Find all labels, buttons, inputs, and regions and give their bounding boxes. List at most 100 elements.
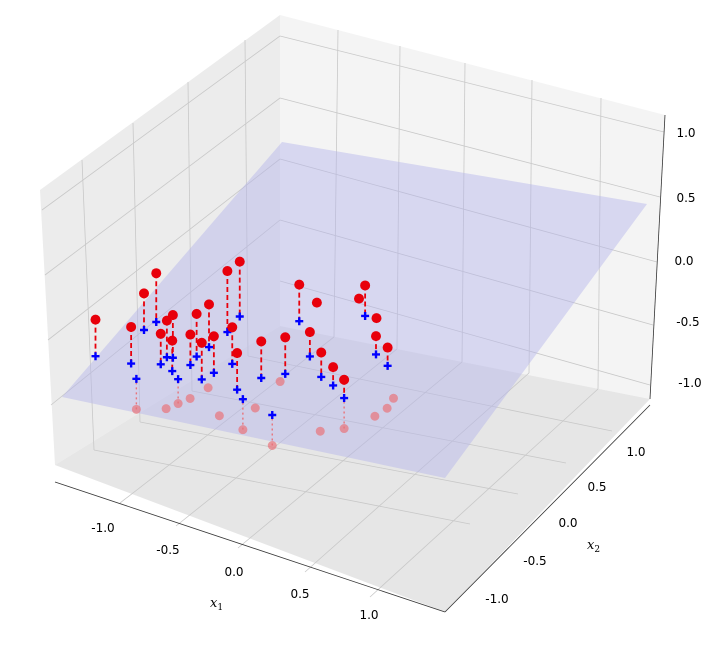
pane-back-left: [40, 15, 280, 465]
grid-line: [244, 39, 249, 357]
x-tick-label: 0.5: [290, 587, 309, 601]
grid-line: [279, 35, 665, 133]
z-tick-label: 0.5: [676, 191, 695, 205]
projected-point: [281, 369, 290, 378]
grid-line: [369, 388, 599, 598]
grid-line: [47, 158, 281, 341]
projected-point: [152, 318, 161, 326]
x-tick-label: 1.0: [359, 608, 378, 622]
z-tick-label: -1.0: [678, 376, 701, 390]
grid-line: [247, 355, 613, 432]
grid-line: [93, 449, 471, 525]
above-plane-point: [354, 293, 364, 304]
projected-point: [238, 395, 247, 404]
projected-point: [205, 343, 213, 352]
above-plane-point: [151, 268, 162, 279]
above-plane-point: [139, 288, 149, 299]
below-plane-point: [161, 404, 171, 414]
x-tick-label: -1.0: [91, 521, 114, 535]
above-plane-point: [316, 347, 327, 358]
above-plane-point: [167, 335, 178, 346]
above-plane-point: [196, 337, 207, 348]
below-plane-point: [131, 404, 141, 414]
above-plane-point: [382, 342, 393, 353]
below-plane-point: [238, 425, 248, 435]
grid-line: [597, 97, 602, 390]
projected-point: [228, 359, 237, 368]
projected-point: [91, 352, 100, 361]
projected-point: [174, 375, 183, 384]
pane-back-right: [280, 15, 665, 399]
below-plane-point: [267, 441, 277, 450]
grid-lines: [41, 29, 665, 598]
grid-line: [132, 122, 141, 423]
above-plane-point: [294, 279, 305, 290]
projected-point: [317, 372, 326, 381]
y-tick-label: 0.0: [558, 516, 577, 530]
projected-point: [295, 317, 304, 326]
projected-point: [235, 312, 244, 321]
z-tick-label: 1.0: [676, 126, 695, 140]
grid-line: [279, 219, 654, 326]
grid-line: [528, 79, 533, 374]
below-plane-point: [339, 424, 349, 434]
grid-line: [333, 29, 339, 338]
grid-line: [279, 280, 651, 386]
grid-line: [461, 62, 466, 363]
z-axis-line: [649, 114, 666, 400]
projected-point: [168, 367, 177, 376]
above-plane-point: [185, 329, 196, 340]
above-plane-point: [126, 321, 137, 332]
x-axis-label: x1: [210, 596, 223, 613]
projected-point: [223, 328, 232, 337]
grid-line: [119, 336, 335, 504]
above-plane-point: [328, 362, 339, 373]
above-plane-point: [256, 336, 267, 347]
below-plane-point: [275, 377, 285, 387]
projected-point: [140, 326, 148, 334]
data-marks: [90, 256, 398, 450]
projected-point: [268, 411, 277, 419]
projected-point: [372, 350, 380, 359]
grid-line: [304, 372, 530, 573]
above-plane-point: [204, 299, 214, 310]
below-plane-point: [214, 411, 224, 421]
fitted-plane: [62, 142, 647, 478]
above-plane-point: [371, 331, 381, 342]
above-plane-point: [232, 348, 243, 359]
grid-line: [50, 219, 281, 406]
grid-line: [175, 348, 398, 527]
projected-point: [127, 359, 136, 368]
axis-lines: [54, 114, 666, 613]
y-axis-label: x2: [587, 538, 600, 555]
grid-line: [279, 158, 658, 263]
grid-line: [41, 35, 281, 211]
grid-line: [187, 81, 193, 392]
above-plane-point: [280, 332, 291, 343]
below-plane-point: [250, 403, 260, 413]
projected-point: [192, 352, 201, 361]
grid-line: [279, 97, 661, 198]
y-tick-label: -1.0: [485, 592, 508, 606]
projected-point: [197, 375, 206, 384]
y-axis-line: [444, 404, 651, 613]
above-plane-point: [304, 327, 315, 338]
projected-point: [329, 381, 338, 390]
above-plane-point: [234, 256, 245, 267]
z-tick-label: 0.0: [674, 254, 693, 268]
below-plane-point: [185, 393, 195, 403]
projected-point: [383, 361, 392, 370]
above-plane-point: [360, 280, 371, 291]
above-plane-point: [222, 266, 233, 277]
above-plane-point: [339, 374, 350, 385]
above-plane-point: [167, 310, 178, 321]
projected-point: [132, 374, 141, 383]
x-axis-line: [54, 481, 446, 613]
below-plane-point: [315, 426, 325, 436]
x-tick-label: 0.0: [224, 565, 243, 579]
y-tick-label: -0.5: [523, 554, 546, 568]
projected-point: [209, 368, 218, 377]
projected-point: [186, 361, 195, 370]
below-plane-point: [382, 403, 392, 413]
projected-point: [257, 374, 266, 382]
